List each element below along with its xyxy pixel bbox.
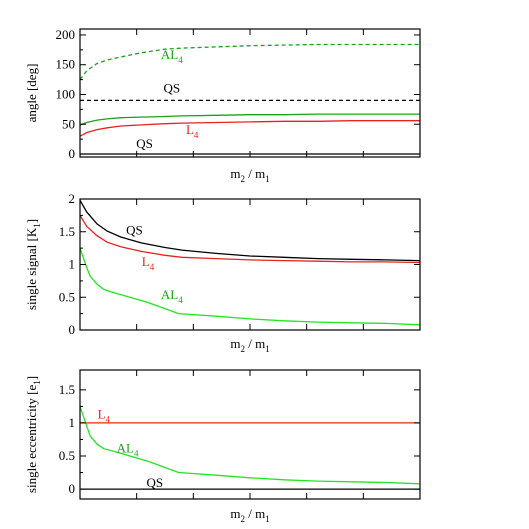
annotation-l4: L4 — [186, 122, 199, 140]
y-tick-label: 1 — [69, 415, 76, 430]
annotation-qs-bottom: QS — [136, 136, 153, 151]
annotation-al4: AL4 — [161, 47, 183, 65]
plot-frame — [79, 369, 421, 500]
y-tick-label: 1 — [69, 257, 76, 272]
y-axis-label: angle [deg] — [24, 64, 39, 123]
annotation-l4: L4 — [98, 406, 111, 424]
y-tick-label: 0 — [69, 322, 76, 337]
annotation-qs: QS — [126, 222, 143, 237]
y-tick-label: 0.5 — [59, 289, 75, 304]
y-tick-label: 50 — [62, 116, 75, 131]
series-al4-line — [80, 247, 420, 326]
y-tick-label: 100 — [56, 86, 76, 101]
plot-frame — [79, 198, 421, 331]
y-tick-label: 0.5 — [59, 448, 75, 463]
y-tick-label: 2 — [69, 191, 76, 206]
y-tick-label: 1.5 — [59, 382, 75, 397]
y-tick-label: 0 — [69, 146, 76, 161]
series-l4-line — [80, 215, 420, 264]
annotation-qs: QS — [146, 475, 163, 490]
x-axis-label: m2 / m1 — [230, 506, 269, 524]
y-tick-label: 1.5 — [59, 224, 75, 239]
series-l4-solid-line — [80, 120, 420, 137]
x-axis-label: m2 / m1 — [230, 336, 269, 354]
panel-3: 0 0.5 1 1.5 m2 / m1 single eccentricity [e1] L… — [24, 369, 421, 524]
series-al4-line — [80, 406, 420, 485]
panel-2: 0 0.5 1 1.5 2 m2 / m1 single signal [K1] QS L4 AL… — [24, 191, 421, 354]
y-tick-label: 200 — [56, 27, 76, 42]
x-axis-label: m2 / m1 — [230, 166, 269, 184]
series-qs-line — [80, 199, 420, 262]
annotation-al4: AL4 — [161, 287, 183, 305]
y-axis-label: single signal [K1] — [24, 219, 42, 310]
series-al4-dashed-line — [80, 43, 420, 80]
annotation-qs-top: QS — [163, 81, 180, 96]
annotation-al4: AL4 — [117, 441, 139, 459]
panel-1: 0 50 100 150 200 m2 / m1 angle [deg] AL4 QS L4 QS — [24, 27, 421, 184]
series-al4-solid-line — [80, 113, 420, 126]
y-tick-label: 0 — [69, 481, 76, 496]
annotation-l4: L4 — [142, 254, 155, 272]
plot-frame — [79, 28, 421, 158]
y-axis-label: single eccentricity [e1] — [24, 376, 42, 493]
y-tick-label: 150 — [56, 57, 76, 72]
